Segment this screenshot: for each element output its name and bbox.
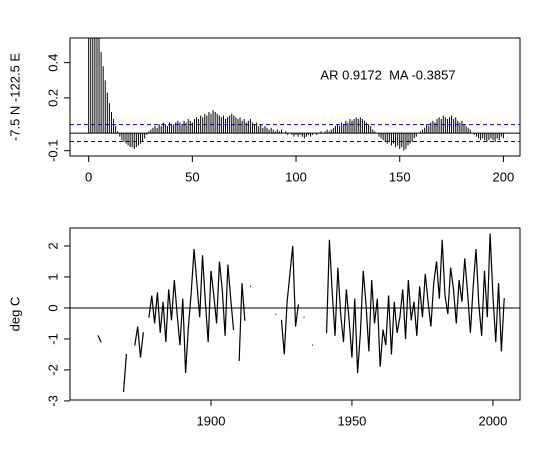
series-line bbox=[97, 233, 505, 393]
x-tick-label: 150 bbox=[389, 169, 411, 184]
x-tick-label: 1950 bbox=[337, 413, 366, 428]
x-tick-label: 2000 bbox=[478, 413, 507, 428]
x-tick-label: 0 bbox=[85, 169, 92, 184]
x-tick-label: 200 bbox=[493, 169, 515, 184]
y-tick-label: -0.1 bbox=[45, 140, 60, 162]
annotation: AR 0.9172 MA -0.3857 bbox=[320, 67, 455, 82]
plot-frame bbox=[69, 227, 521, 401]
y-tick-label: 1 bbox=[45, 273, 60, 280]
plot-frame bbox=[69, 37, 521, 157]
y-tick-label: -2 bbox=[45, 364, 60, 376]
y-tick-label: -1 bbox=[45, 333, 60, 345]
y-tick-label: 0.2 bbox=[45, 89, 60, 107]
y-tick-label: -3 bbox=[45, 395, 60, 407]
y-tick-label: 2 bbox=[45, 242, 60, 249]
y-axis-label: -7.5 N -122.5 E bbox=[7, 53, 22, 141]
plot-area bbox=[70, 38, 520, 151]
x-tick-label: 50 bbox=[185, 169, 199, 184]
y-tick-label: 0.4 bbox=[45, 54, 60, 72]
plot-area bbox=[70, 233, 520, 393]
y-axis-label: deg C bbox=[7, 297, 22, 332]
x-tick-label: 1900 bbox=[197, 413, 226, 428]
x-tick-label: 100 bbox=[285, 169, 307, 184]
y-tick-label: 0 bbox=[45, 304, 60, 311]
